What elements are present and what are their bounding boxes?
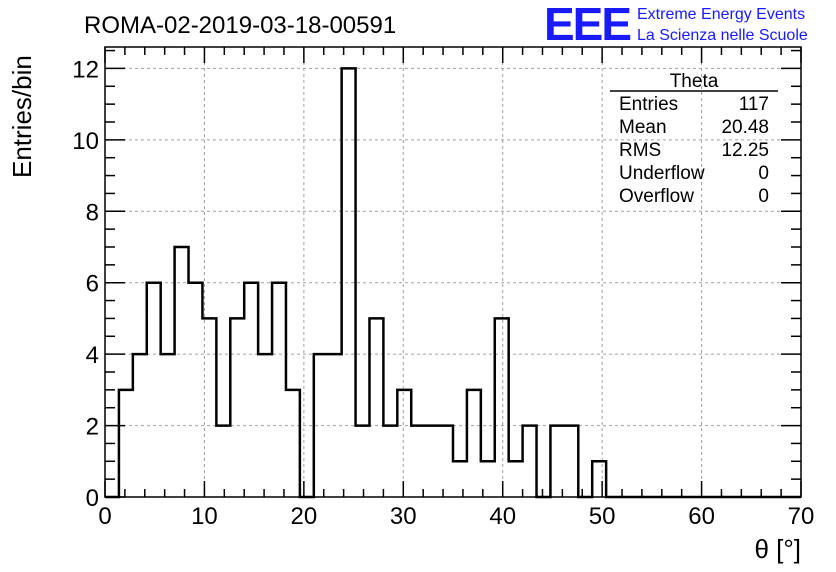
histogram-bin (397, 390, 411, 497)
plot-frame (104, 46, 802, 498)
histogram-bin (550, 426, 564, 497)
x-tick-label: 20 (291, 503, 318, 530)
stats-box: Theta Entries 117 Mean 20.48 RMS 12.25 Underfl… (610, 71, 778, 207)
y-tick-label: 8 (86, 199, 99, 226)
stats-label: Mean (619, 117, 667, 138)
stats-value: 0 (758, 186, 769, 207)
histogram-bin (119, 390, 133, 497)
x-tick-label: 40 (489, 503, 516, 530)
histogram-bin (425, 426, 439, 497)
histogram-bin (592, 461, 606, 497)
stats-label: RMS (619, 140, 661, 161)
logo-line-2: La Scienza nelle Scuole (637, 27, 808, 44)
histogram-bin (189, 283, 203, 497)
histogram-bin (369, 318, 383, 497)
chart-title: ROMA-02-2019-03-18-00591 (84, 12, 396, 39)
x-tick-label: 0 (98, 503, 111, 530)
logo-line-1: Extreme Energy Events (637, 6, 805, 23)
stats-rows: Entries 117 Mean 20.48 RMS 12.25 Underflow 0 Ove… (619, 94, 769, 207)
eee-logo-text: EEE (544, 0, 630, 50)
x-tick-label: 70 (788, 503, 815, 530)
stats-value: 20.48 (721, 117, 769, 138)
x-tick-label: 10 (191, 503, 218, 530)
histogram-bin (564, 426, 578, 497)
histogram-bin (467, 390, 481, 497)
histogram-bin (495, 318, 509, 497)
histogram-bin (230, 318, 244, 497)
eee-logo: EEE Extreme Energy Events La Scienza nel… (544, 0, 808, 50)
stats-label: Overflow (619, 186, 694, 207)
histogram-bin (175, 247, 189, 497)
histogram-bin (272, 283, 286, 497)
histogram-bin (244, 283, 258, 497)
stats-value: 117 (739, 94, 769, 115)
stats-name: Theta (670, 71, 719, 92)
histogram-bin (453, 461, 467, 497)
y-axis-title: Entries/bin (7, 55, 37, 178)
x-axis-title: θ [°] (754, 534, 801, 564)
stats-label: Entries (619, 94, 678, 115)
y-tick-label: 12 (72, 56, 99, 83)
histogram-bin (439, 426, 453, 497)
x-tick-label: 60 (688, 503, 715, 530)
histogram-bin (411, 426, 425, 497)
x-tick-label: 50 (589, 503, 616, 530)
y-tick-label: 0 (86, 485, 99, 512)
histogram-bin (523, 426, 537, 497)
stats-value: 0 (758, 163, 769, 184)
stats-label: Underflow (619, 163, 705, 184)
tick-labels: 0 10 20 30 40 50 60 70 0 2 4 6 8 10 12 (72, 56, 814, 530)
stats-value: 12.25 (721, 140, 769, 161)
histogram-bin (147, 283, 161, 497)
axis-ticks (104, 47, 802, 498)
histogram-bin (383, 426, 397, 497)
y-tick-label: 4 (86, 342, 99, 369)
y-tick-label: 2 (86, 414, 99, 441)
histogram-bin (356, 426, 370, 497)
y-tick-label: 6 (86, 271, 99, 298)
histogram-bin (509, 461, 523, 497)
histogram-bin (216, 426, 230, 497)
histogram-bin (133, 354, 147, 497)
y-tick-label: 10 (72, 128, 99, 155)
histogram-bin (286, 390, 300, 497)
x-tick-label: 30 (390, 503, 417, 530)
